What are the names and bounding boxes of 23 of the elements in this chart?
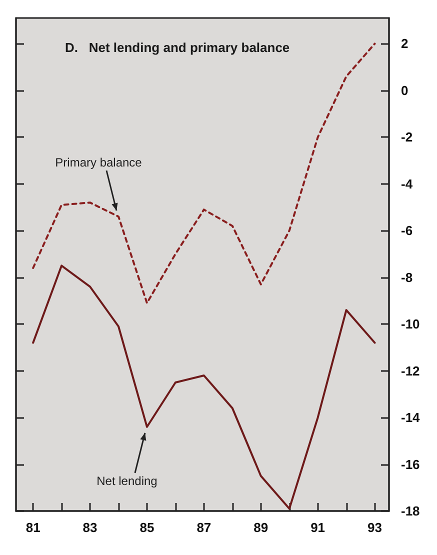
x-tick-label: 93 — [368, 520, 382, 535]
annotation: Primary balance — [55, 156, 142, 170]
y-tick-label: -4 — [401, 176, 414, 192]
x-tick-label: 87 — [196, 520, 212, 535]
x-tick-label: 91 — [310, 520, 326, 535]
y-tick-label: -18 — [401, 504, 420, 518]
text: D. Net lending and primary balance — [65, 40, 290, 55]
y-tick-label: -8 — [401, 270, 413, 285]
line-series — [32, 264, 376, 510]
annotation: Net lending — [96, 474, 158, 488]
line-series — [32, 42, 376, 304]
x-tick-label: 89 — [254, 520, 268, 535]
y-tick-label: -2 — [401, 130, 413, 145]
y-tick-label: -10 — [401, 316, 420, 332]
x-tick-label: 83 — [82, 520, 98, 535]
x-tick-label: 85 — [140, 520, 154, 535]
y-tick-label: -12 — [401, 363, 420, 378]
x-tick-label: 81 — [26, 520, 40, 535]
y-tick-label: -16 — [401, 456, 420, 472]
y-tick-label: 2 — [401, 36, 408, 52]
y-tick-label: -6 — [401, 223, 413, 238]
y-tick-label: 0 — [401, 82, 408, 98]
y-tick-label: -14 — [401, 410, 421, 426]
